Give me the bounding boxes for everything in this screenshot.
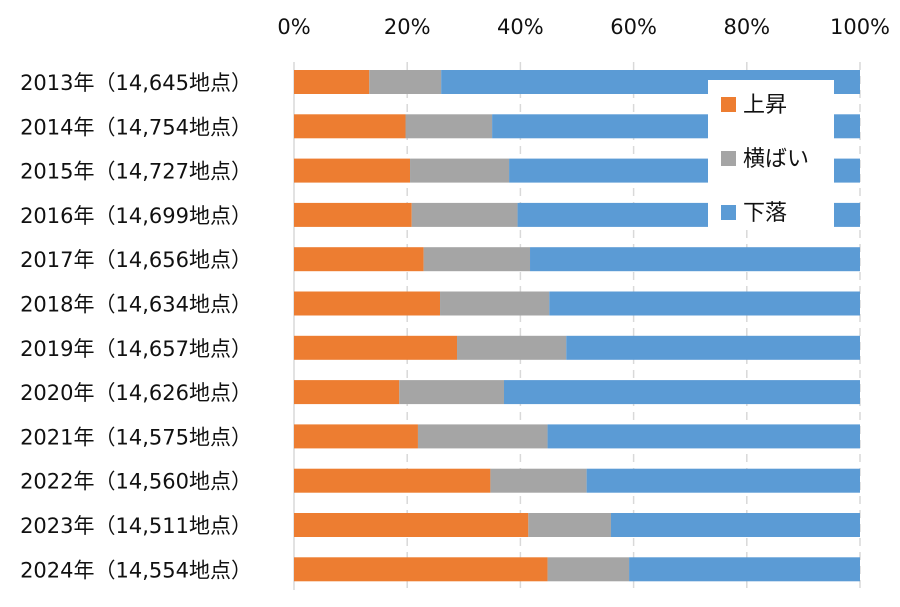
bar-segment (610, 513, 860, 537)
bar-segment (547, 424, 860, 449)
bar-segment (417, 424, 548, 449)
x-tick-label: 80% (723, 15, 770, 39)
category-label: 2019年（14,657地点） (20, 337, 252, 361)
bar-segment (423, 247, 531, 272)
legend-swatch (721, 151, 736, 166)
bar-segment (294, 557, 548, 582)
x-tick-label: 60% (610, 15, 657, 39)
bar-segment (528, 513, 611, 537)
x-tick-label: 0% (277, 15, 310, 39)
legend-label: 上昇 (743, 93, 787, 118)
bar-segment (294, 291, 441, 316)
bar-segment (294, 158, 411, 183)
category-label: 2022年（14,560地点） (20, 470, 252, 494)
bar-segment (547, 557, 630, 582)
bar-segment (410, 158, 510, 183)
bar-segment (294, 468, 491, 493)
bar-segment (629, 557, 860, 582)
bar-segment (566, 335, 860, 360)
bar-segment (440, 291, 550, 316)
category-label: 2016年（14,699地点） (20, 204, 252, 228)
bar-segment (530, 247, 860, 272)
legend-swatch (721, 97, 736, 112)
x-axis-ticks: 0% 20% 40% 60% 80% 100% (277, 15, 890, 39)
category-label: 2017年（14,656地点） (20, 248, 252, 272)
category-label: 2020年（14,626地点） (20, 381, 252, 405)
category-label: 2015年（14,727地点） (20, 160, 252, 184)
bar-segment (586, 468, 860, 493)
legend-label: 下落 (743, 201, 787, 226)
bar-segment (490, 468, 587, 493)
category-labels: 2013年（14,645地点） 2014年（14,754地点） 2015年（14,7… (20, 71, 252, 582)
bar-segment (411, 202, 518, 227)
bar-segment (294, 247, 424, 272)
category-label: 2021年（14,575地点） (20, 425, 252, 449)
x-tick-label: 100% (830, 15, 890, 39)
bar-segment (294, 202, 412, 227)
bar-segment (457, 335, 567, 360)
category-label: 2014年（14,754地点） (20, 115, 252, 139)
bar-segment (405, 114, 493, 139)
bar-segment (369, 70, 442, 94)
category-label: 2013年（14,645地点） (20, 71, 252, 95)
bar-segment (503, 380, 860, 405)
bar-segment (294, 70, 370, 94)
bar-segment (294, 114, 406, 139)
category-label: 2018年（14,634地点） (20, 293, 252, 317)
bars (294, 70, 860, 582)
legend-swatch (721, 205, 736, 220)
bar-segment (294, 335, 458, 360)
bar-segment (294, 380, 400, 405)
bar-segment (399, 380, 504, 405)
category-label: 2024年（14,554地点） (20, 558, 252, 582)
legend-label: 横ばい (743, 147, 809, 172)
bar-segment (549, 291, 860, 316)
bar-segment (294, 424, 418, 449)
bar-segment (294, 513, 529, 537)
x-tick-label: 40% (497, 15, 544, 39)
x-tick-label: 20% (384, 15, 431, 39)
category-label: 2023年（14,511地点） (20, 514, 252, 538)
